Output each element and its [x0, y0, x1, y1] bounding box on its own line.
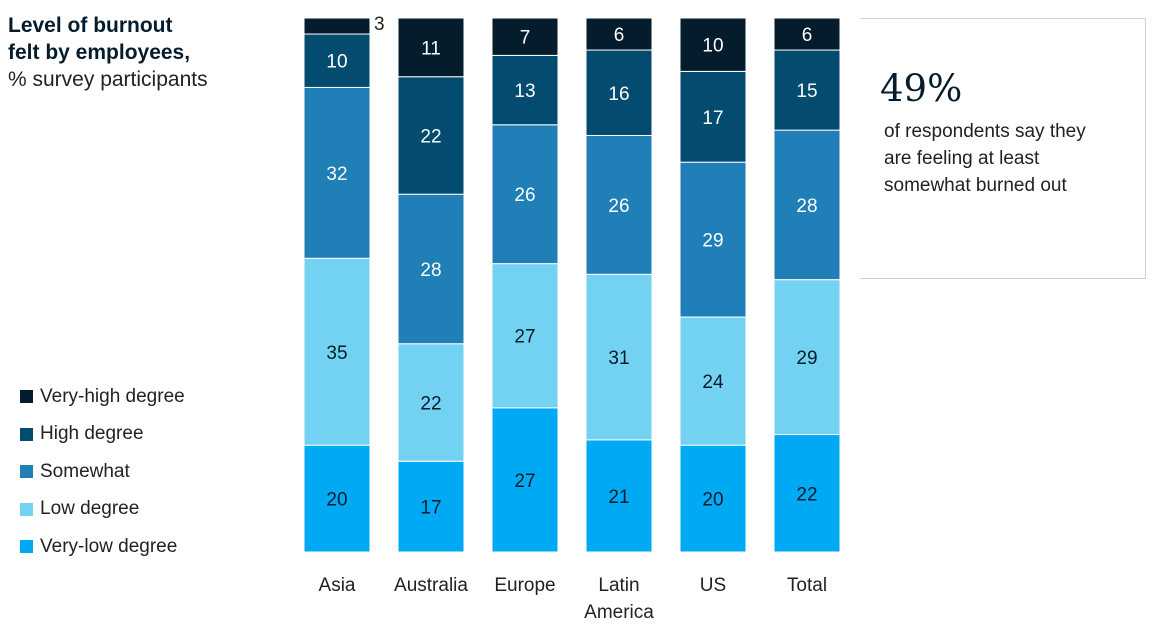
data-label-asia-low-degree: 35: [326, 343, 347, 364]
bar-segment-total-somewhat: [773, 129, 841, 281]
x-tick-label-line: Europe: [494, 575, 555, 596]
callout-text: of respondents say they are feeling at l…: [884, 121, 1086, 196]
data-label-total-somewhat: 28: [796, 196, 817, 217]
chart-subtitle: % survey participants: [8, 68, 208, 91]
bar-segment-australia-very-low-degree: [397, 460, 465, 553]
bar-segment-latin-america-very-low-degree: [585, 439, 653, 553]
legend-swatch-very-low: [20, 540, 33, 554]
legend-swatch-somewhat: [20, 465, 33, 479]
data-label-us-high-degree: 17: [702, 108, 723, 129]
bar-segment-australia-somewhat: [397, 193, 465, 345]
data-label-australia-very-high-degree: 11: [421, 38, 441, 59]
bar-segment-total-high-degree: [773, 49, 841, 131]
bar-segment-europe-high-degree: [491, 54, 559, 126]
data-label-europe-somewhat: 26: [514, 185, 535, 206]
legend-label-low: Low degree: [40, 498, 140, 520]
data-label-us-somewhat: 29: [702, 231, 723, 252]
bar-segment-us-low-degree: [679, 316, 747, 446]
x-tick-label-us: US: [700, 575, 726, 596]
callout-value: 49%: [880, 67, 963, 110]
x-tick-label-line: Total: [787, 575, 827, 596]
x-tick-label-line: US: [700, 575, 726, 596]
data-label-us-low-degree: 24: [702, 372, 724, 393]
legend-item-very-high: Very-high degree: [20, 378, 185, 416]
x-tick-label-line: America: [584, 602, 654, 623]
bar-segment-europe-very-high-degree: [491, 17, 559, 56]
x-tick-label-asia: Asia: [319, 575, 356, 596]
bar-segment-australia-very-high-degree: [397, 17, 465, 78]
data-label-australia-very-low-degree: 17: [420, 498, 441, 519]
bar-segment-latin-america-low-degree: [585, 273, 653, 441]
bar-segment-total-low-degree: [773, 279, 841, 436]
data-label-total-low-degree: 29: [796, 348, 817, 369]
x-tick-label-total: Total: [787, 575, 827, 596]
legend-item-very-low: Very-low degree: [20, 528, 185, 566]
data-label-europe-very-high-degree: 7: [520, 28, 531, 49]
data-label-latin-america-very-high-degree: 6: [614, 25, 625, 46]
data-label-europe-very-low-degree: 27: [514, 471, 535, 492]
legend: Very-high degree High degree Somewhat Lo…: [20, 378, 185, 566]
data-label-latin-america-very-low-degree: 21: [608, 487, 629, 508]
bar-segment-australia-high-degree: [397, 76, 465, 195]
x-tick-label-europe: Europe: [494, 575, 555, 596]
bar-segment-latin-america-high-degree: [585, 49, 653, 136]
title-bold: Level of burnout felt by employees,: [8, 12, 208, 66]
data-label-total-very-low-degree: 22: [796, 484, 817, 505]
bar-segment-asia-high-degree: [303, 33, 371, 88]
data-label-asia-very-low-degree: 20: [326, 490, 347, 511]
legend-item-high: High degree: [20, 416, 185, 454]
bar-segment-europe-somewhat: [491, 124, 559, 265]
data-label-us-very-high-degree: 10: [702, 36, 723, 57]
bar-segment-asia-somewhat: [303, 86, 371, 259]
x-tick-label-line: Latin: [598, 575, 639, 596]
bar-segment-europe-very-low-degree: [491, 407, 559, 553]
legend-label-very-high: Very-high degree: [40, 385, 185, 407]
legend-label-somewhat: Somewhat: [40, 460, 130, 482]
bar-segment-asia-very-high-degree: [303, 17, 371, 35]
data-label-total-very-high-degree: 6: [802, 25, 813, 46]
legend-item-somewhat: Somewhat: [20, 453, 185, 491]
x-tick-label-line: Asia: [319, 575, 356, 596]
data-label-latin-america-low-degree: 31: [608, 348, 629, 369]
chart-title: Level of burnout felt by employees, % su…: [8, 12, 208, 93]
bar-segment-us-high-degree: [679, 70, 747, 163]
legend-label-high: High degree: [40, 423, 144, 445]
legend-item-low: Low degree: [20, 491, 185, 529]
data-label-europe-low-degree: 27: [514, 327, 535, 348]
legend-swatch-very-high: [20, 390, 33, 404]
data-label-us-very-low-degree: 20: [702, 490, 723, 511]
data-label-europe-high-degree: 13: [514, 81, 535, 102]
data-label-latin-america-high-degree: 16: [608, 84, 629, 105]
bar-segment-asia-low-degree: [303, 257, 371, 446]
data-label-australia-somewhat: 28: [420, 260, 441, 281]
bar-segment-total-very-high-degree: [773, 17, 841, 51]
data-label-total-high-degree: 15: [796, 81, 817, 102]
bar-segment-australia-low-degree: [397, 343, 465, 462]
data-label-asia-high-degree: 10: [326, 52, 347, 73]
x-tick-label-line: Australia: [394, 575, 468, 596]
bar-segment-latin-america-somewhat: [585, 134, 653, 275]
title-line-2: felt by employees,: [8, 41, 191, 64]
data-label-asia-somewhat: 32: [326, 164, 347, 185]
bar-segment-us-somewhat: [679, 161, 747, 318]
bar-segment-latin-america-very-high-degree: [585, 17, 653, 51]
legend-swatch-high: [20, 427, 33, 441]
data-label-australia-low-degree: 22: [420, 393, 441, 414]
legend-label-very-low: Very-low degree: [40, 535, 178, 557]
legend-swatch-low: [20, 502, 33, 516]
data-label-asia-very-high-degree: 3: [374, 14, 385, 35]
title-line-1: Level of burnout: [8, 14, 173, 37]
callout-box: 49% of respondents say they are feeling …: [860, 18, 1146, 279]
data-label-australia-high-degree: 22: [420, 126, 441, 147]
bar-segment-asia-very-low-degree: [303, 444, 371, 553]
data-label-latin-america-somewhat: 26: [608, 196, 629, 217]
bar-segment-us-very-high-degree: [679, 17, 747, 72]
x-tick-label-latin-america: Latin America: [584, 575, 654, 623]
x-tick-label-australia: Australia: [394, 575, 468, 596]
bar-segment-europe-low-degree: [491, 263, 559, 409]
